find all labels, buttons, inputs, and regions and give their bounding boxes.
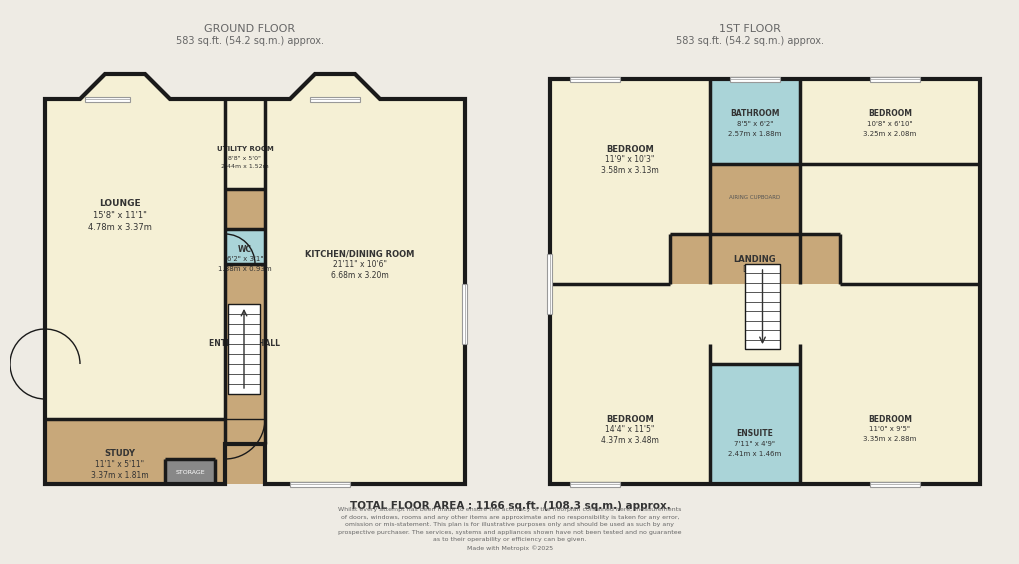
Text: 3.35m x 2.88m: 3.35m x 2.88m <box>862 436 916 442</box>
Bar <box>744 264 780 349</box>
Bar <box>289 482 350 487</box>
Text: STUDY: STUDY <box>104 450 136 459</box>
Bar <box>228 304 260 394</box>
Bar <box>669 234 840 284</box>
Bar <box>549 284 709 484</box>
Text: LANDING: LANDING <box>733 254 775 263</box>
Bar <box>225 189 265 234</box>
Text: GROUND FLOOR: GROUND FLOOR <box>204 24 296 34</box>
Text: 1ST FLOOR: 1ST FLOOR <box>718 24 781 34</box>
Text: BEDROOM: BEDROOM <box>605 144 653 153</box>
Text: LOUNGE: LOUNGE <box>99 200 141 209</box>
Bar <box>730 77 780 82</box>
Bar <box>547 254 552 314</box>
Bar <box>225 229 265 264</box>
Bar <box>869 482 919 487</box>
Text: 2.57m x 1.88m: 2.57m x 1.88m <box>728 131 781 137</box>
Text: 14'4" x 11'5": 14'4" x 11'5" <box>604 425 654 434</box>
Bar <box>869 77 919 82</box>
Text: STORAGE: STORAGE <box>175 470 205 475</box>
Bar <box>744 264 780 349</box>
Text: 11'0" x 9'5": 11'0" x 9'5" <box>868 426 910 432</box>
Bar <box>45 99 225 419</box>
Text: 583 sq.ft. (54.2 sq.m.) approx.: 583 sq.ft. (54.2 sq.m.) approx. <box>176 36 324 46</box>
Text: 583 sq.ft. (54.2 sq.m.) approx.: 583 sq.ft. (54.2 sq.m.) approx. <box>676 36 823 46</box>
Text: 8'8" x 5'0": 8'8" x 5'0" <box>228 156 261 161</box>
Text: 4.37m x 3.48m: 4.37m x 3.48m <box>600 436 658 445</box>
Text: 3.37m x 1.81m: 3.37m x 1.81m <box>91 471 149 480</box>
Text: 15'8" x 11'1": 15'8" x 11'1" <box>93 211 147 220</box>
Bar <box>570 77 620 82</box>
Text: BATHROOM: BATHROOM <box>730 109 779 118</box>
Text: 11'1" x 5'11": 11'1" x 5'11" <box>96 460 145 469</box>
Bar <box>228 304 260 394</box>
Text: Whilst every attempt has been made to ensure the accuracy of the floorplan conta: Whilst every attempt has been made to en… <box>338 508 681 550</box>
Bar <box>709 364 799 484</box>
Text: KITCHEN/DINING ROOM: KITCHEN/DINING ROOM <box>305 249 415 258</box>
Bar <box>709 79 799 164</box>
Text: DOWN: DOWN <box>742 265 766 274</box>
Text: 3.25m x 2.08m: 3.25m x 2.08m <box>862 131 916 137</box>
Text: BEDROOM: BEDROOM <box>605 415 653 424</box>
Bar <box>709 164 799 234</box>
Text: 6'2" x 3'1": 6'2" x 3'1" <box>226 256 263 262</box>
Text: 2.44m x 1.52m: 2.44m x 1.52m <box>221 165 269 170</box>
Text: UTILITY ROOM: UTILITY ROOM <box>216 146 273 152</box>
Bar <box>799 284 979 484</box>
Text: BEDROOM: BEDROOM <box>867 109 911 118</box>
Text: 6.68m x 3.20m: 6.68m x 3.20m <box>331 271 388 280</box>
Text: 3.58m x 3.13m: 3.58m x 3.13m <box>600 166 658 175</box>
Bar <box>225 444 265 484</box>
Text: 1.88m x 0.93m: 1.88m x 0.93m <box>218 266 271 272</box>
Polygon shape <box>45 74 465 484</box>
Text: ENTRANCE HALL: ENTRANCE HALL <box>209 340 280 349</box>
Text: WC: WC <box>237 245 252 253</box>
Text: 21'11" x 10'6": 21'11" x 10'6" <box>332 261 386 269</box>
Bar <box>549 79 709 234</box>
Bar <box>85 96 129 102</box>
Text: TOTAL FLOOR AREA : 1166 sq.ft. (108.3 sq.m.) approx.: TOTAL FLOOR AREA : 1166 sq.ft. (108.3 sq… <box>350 501 669 511</box>
Bar <box>462 284 467 344</box>
Text: 2.41m x 1.46m: 2.41m x 1.46m <box>728 451 781 457</box>
Text: 7'11" x 4'9": 7'11" x 4'9" <box>734 441 774 447</box>
Bar <box>225 264 265 444</box>
Text: 8'5" x 6'2": 8'5" x 6'2" <box>736 121 772 127</box>
Text: 10'8" x 6'10": 10'8" x 6'10" <box>866 121 912 127</box>
Polygon shape <box>549 79 979 484</box>
Bar <box>265 99 465 484</box>
Text: UP: UP <box>250 314 260 320</box>
Bar <box>310 96 360 102</box>
Text: 4.78m x 3.37m: 4.78m x 3.37m <box>88 223 152 232</box>
Bar <box>45 419 225 484</box>
Bar <box>799 79 979 164</box>
Text: ENSUITE: ENSUITE <box>736 430 772 438</box>
Text: AIRING CUPBOARD: AIRING CUPBOARD <box>729 195 780 200</box>
Text: BEDROOM: BEDROOM <box>867 415 911 424</box>
Bar <box>165 459 215 484</box>
Bar <box>570 482 620 487</box>
Text: 11'9" x 10'3": 11'9" x 10'3" <box>604 155 654 164</box>
